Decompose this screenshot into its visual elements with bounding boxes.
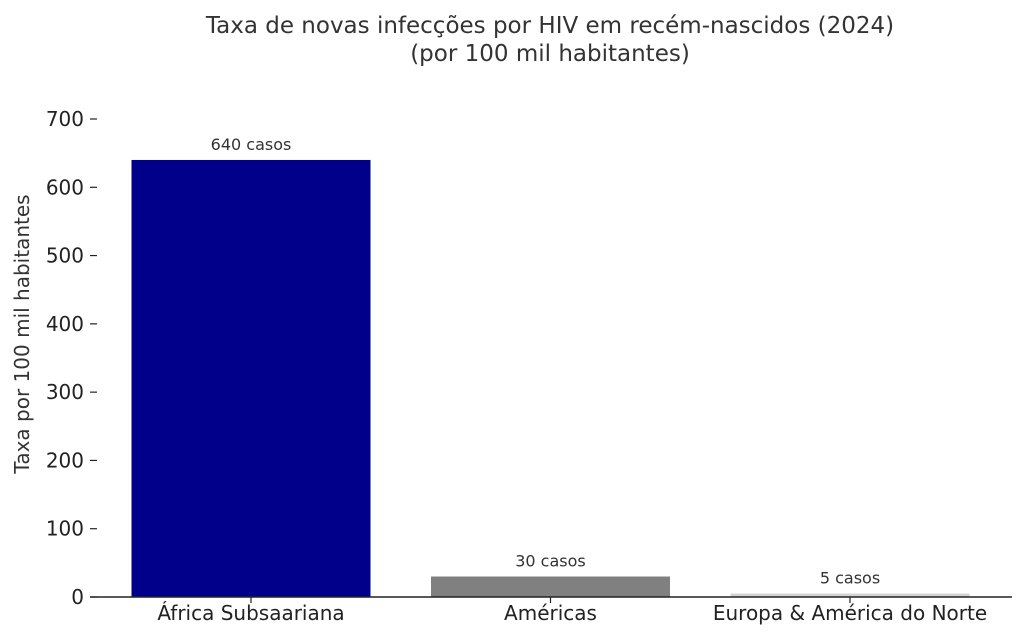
bar-data-label: 640 casos [211, 135, 292, 154]
bar [730, 593, 970, 597]
y-axis-label: Taxa por 100 mil habitantes [10, 194, 34, 474]
y-tick-label: 600 [46, 175, 84, 199]
x-tick-label: Europa & América do Norte [713, 601, 987, 625]
y-tick-label: 700 [46, 107, 84, 131]
chart-subtitle: (por 100 mil habitantes) [410, 41, 690, 67]
x-tick-label: África Subsaariana [157, 601, 344, 625]
y-tick-label: 400 [46, 312, 84, 336]
y-tick-label: 0 [71, 585, 84, 609]
bar [431, 576, 670, 597]
bar-data-label: 5 casos [820, 569, 880, 588]
y-axis: 0 100 200 300 400 500 600 700 [46, 107, 97, 609]
y-tick-label: 100 [46, 517, 84, 541]
bars-group: 640 casos 30 casos 5 casos [131, 135, 970, 597]
chart-title: Taxa de novas infecções por HIV em recém… [205, 13, 894, 39]
x-axis: África Subsaariana Américas Europa & Améri… [157, 597, 987, 625]
bar-data-label: 30 casos [515, 552, 586, 571]
x-tick-label: Américas [504, 601, 597, 625]
y-tick-label: 300 [46, 380, 84, 404]
bar [131, 159, 371, 597]
y-tick-label: 500 [46, 244, 84, 268]
y-tick-label: 200 [46, 448, 84, 472]
